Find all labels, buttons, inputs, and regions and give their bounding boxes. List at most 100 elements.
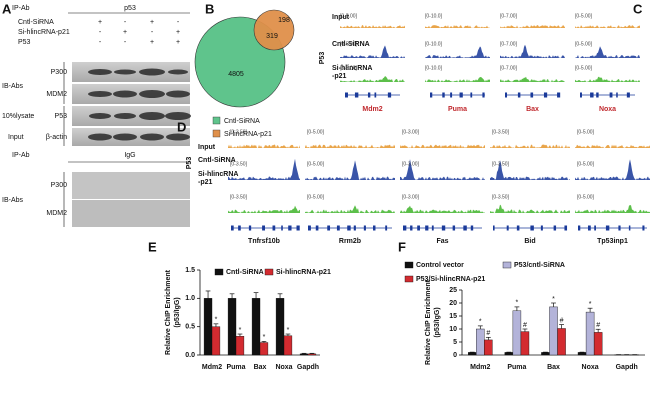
exon (618, 225, 621, 231)
track-signal (500, 76, 565, 82)
track-label: Cntl-SiRNA (332, 41, 370, 48)
bar (520, 331, 530, 356)
exon (373, 225, 376, 231)
track-signal (500, 44, 565, 58)
range-label: [0-10.0] (425, 41, 443, 47)
track-label: Cntl-SiRNA (198, 157, 236, 164)
panel-letter: D (177, 119, 186, 134)
error-bar (559, 324, 564, 329)
genome-tracks (228, 25, 650, 231)
exon (580, 92, 582, 98)
exon (628, 225, 631, 231)
track-signal (425, 76, 490, 82)
legend-swatch (264, 268, 274, 276)
exon (506, 225, 509, 231)
exon (425, 225, 429, 231)
range-label: [0-5.00] (577, 161, 595, 167)
blot-label: P300 (51, 182, 67, 189)
exon (557, 92, 561, 98)
exon (353, 225, 356, 231)
error-bar (309, 352, 315, 354)
error-bar (477, 325, 483, 329)
range-label: [0-5.00] (340, 41, 358, 47)
exon (363, 225, 366, 231)
track-signal (228, 158, 300, 180)
y-axis-label: (p53/IgG) (174, 297, 181, 327)
x-tick-label: Gapdh (297, 364, 319, 371)
error-bar (229, 293, 235, 299)
legend-swatch (404, 275, 414, 283)
x-tick-label: Bax (254, 364, 267, 371)
track-signal (575, 205, 650, 213)
track-signal (305, 160, 395, 180)
factor-label: P53 (319, 52, 326, 65)
exon (387, 92, 392, 98)
error-bar (237, 333, 243, 337)
range-label: [0-7.00] (500, 65, 518, 71)
row-label: P53 (18, 39, 31, 46)
range-label: [0-5.00] (307, 129, 325, 135)
section-label: IB-Abs (2, 197, 24, 204)
gene-name: Tp53inp1 (597, 238, 628, 245)
range-label: [0-10.0] (425, 65, 443, 71)
error-bar (522, 328, 528, 332)
exon (642, 225, 645, 231)
gene-name: Fas (436, 238, 448, 245)
track-signal (400, 205, 485, 213)
exon (543, 92, 548, 98)
legend-swatch (214, 268, 224, 276)
exon (248, 225, 252, 231)
error-bar (261, 341, 267, 343)
y-tick-label: 0 (453, 352, 457, 359)
exon (231, 225, 234, 231)
exon (590, 92, 594, 98)
legend-swatch (212, 129, 221, 138)
significance-mark: * (589, 301, 592, 308)
blot-label: P53 (55, 113, 68, 120)
panel-letter: B (205, 1, 214, 16)
y-tick-label: 25 (449, 287, 457, 294)
sign: + (123, 29, 127, 36)
exon (493, 225, 495, 231)
blot (72, 172, 190, 199)
bar (468, 352, 477, 356)
range-label: [0-5.00] (575, 41, 593, 47)
exon (238, 225, 241, 231)
track-signal (305, 144, 395, 148)
sign: - (99, 39, 102, 46)
significance-mark: * (239, 327, 242, 334)
range-label: [0-3.50] (230, 129, 248, 135)
bar (577, 352, 587, 356)
y-tick-label: 0.5 (185, 324, 195, 331)
significance-mark: * (287, 327, 290, 334)
label: IgG (124, 152, 135, 159)
exon (482, 92, 485, 98)
track-signal (425, 25, 490, 28)
legend-label: Si-lincRNA-p21 (224, 131, 272, 138)
track-signal (575, 76, 640, 82)
exon (605, 225, 610, 231)
row-label: Si-hlincRNA-p21 (18, 29, 70, 36)
range-label: [0-5.00] (575, 65, 593, 71)
error-bar (301, 352, 307, 354)
legend-swatch (404, 261, 414, 269)
legend-label: Cntl-SiRNA (226, 269, 264, 276)
y-tick-label: 1.5 (185, 267, 195, 274)
range-label: [0-7.00] (500, 13, 518, 19)
exon (459, 92, 463, 98)
range-label: [0-3.50] (492, 194, 510, 200)
legend-label: Cntl-SiRNA (224, 118, 260, 125)
exon (564, 225, 568, 231)
bar (251, 298, 261, 356)
range-label: [0-3.50] (230, 194, 248, 200)
track-signal (340, 25, 405, 28)
section-label: Input (8, 134, 24, 141)
x-tick-label: Noxa (275, 364, 292, 371)
range-label: [0-5.00] (307, 194, 325, 200)
exon (470, 225, 474, 231)
exon (410, 225, 413, 231)
blot-label: β-actin (46, 134, 67, 141)
gene-name: Rrm2b (339, 238, 361, 245)
exon (616, 92, 618, 98)
bar (484, 339, 493, 356)
